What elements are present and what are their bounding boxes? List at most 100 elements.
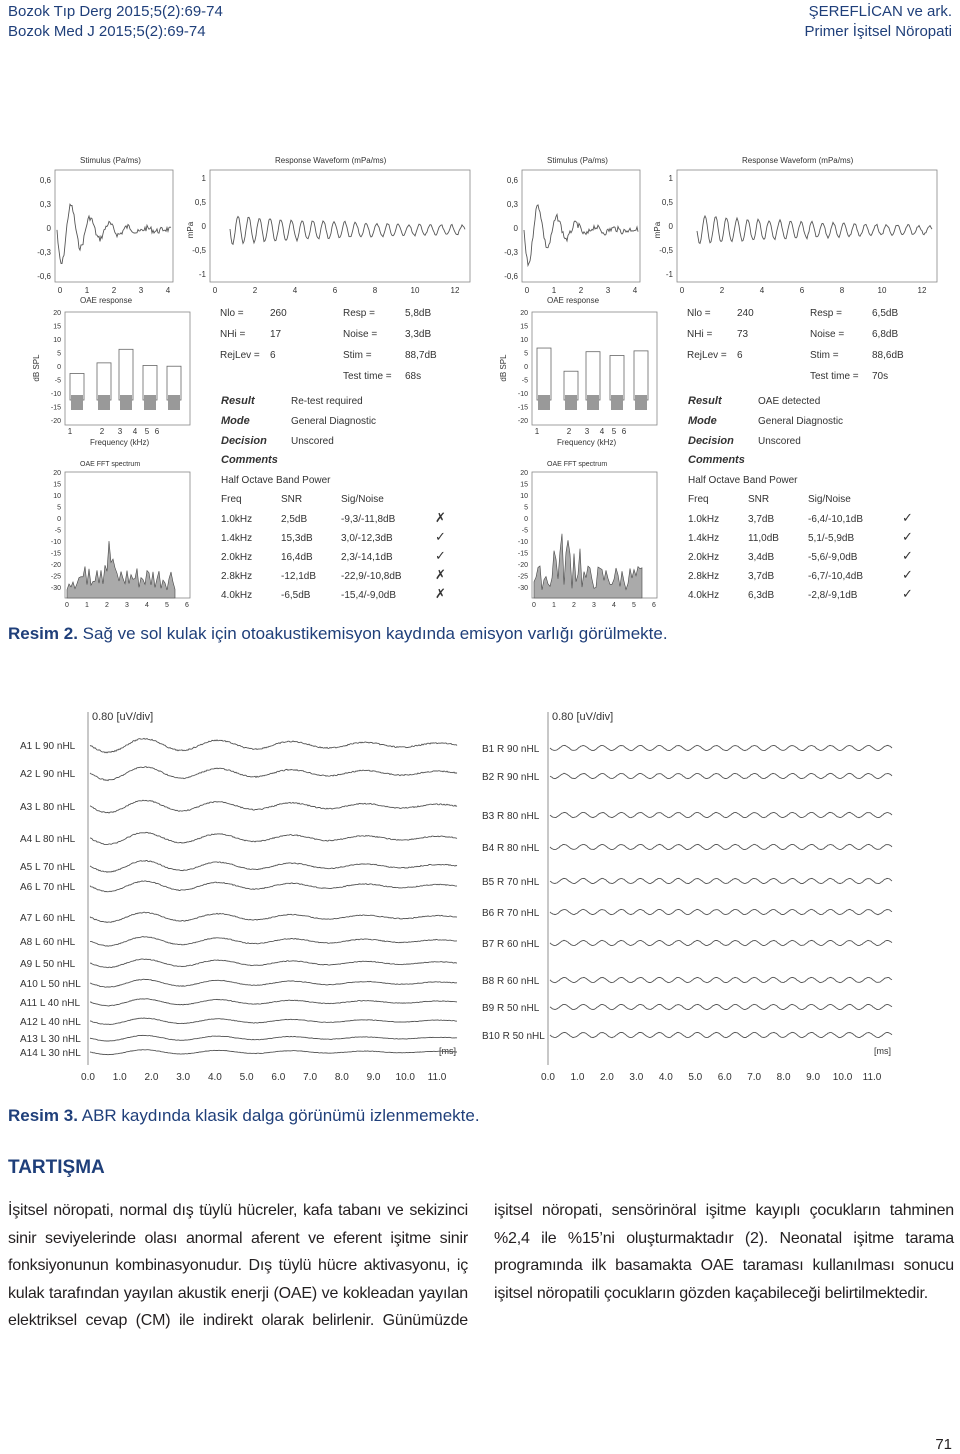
stat-value: 6,5dB	[872, 308, 898, 319]
trace-label: B3 R 80 nHL	[482, 811, 540, 822]
check-mark: ✓	[435, 548, 446, 563]
stat-value: 3,3dB	[405, 329, 431, 340]
param-label: NHi =	[687, 329, 712, 340]
x-tick-label: 8	[840, 286, 845, 295]
trace-label: A11 L 40 nHL	[20, 998, 80, 1009]
table-cell: 3,7dB	[748, 514, 774, 525]
caption-text: ABR kaydında klasik dalga görünümü izlen…	[81, 1106, 480, 1125]
y-tick-label: -10	[518, 391, 528, 398]
y-tick-label: 10	[53, 493, 61, 500]
y-tick-label: -5	[55, 528, 61, 535]
y-tick-label: 10	[520, 337, 528, 344]
table-cell: -15,4/-9,0dB	[341, 590, 396, 601]
response-waveform	[229, 215, 466, 246]
figure3-caption: Resim 3. ABR kaydında klasik dalga görün…	[8, 1106, 480, 1126]
y-tick-label: 0,6	[40, 176, 52, 185]
trace-label: B8 R 60 nHL	[482, 976, 540, 987]
y-axis-label: dB SPL	[499, 354, 508, 382]
x-tick-label: 3.0	[629, 1072, 643, 1083]
result-label: Mode	[221, 415, 250, 427]
table-cell: 2.8kHz	[688, 571, 719, 582]
trace-label: B9 R 50 nHL	[482, 1003, 540, 1014]
y-tick-label: 0	[47, 224, 52, 233]
journal-tr: Bozok Tıp Derg 2015;5(2):69-74	[8, 3, 223, 20]
result-value: OAE detected	[758, 396, 820, 407]
check-mark: ✓	[902, 529, 913, 544]
noise-bar	[166, 365, 182, 401]
x-tick-label: 1.0	[571, 1072, 585, 1083]
stat-label: Noise =	[343, 329, 377, 340]
x-tick-label: 3	[592, 602, 596, 609]
table-cell: -6,5dB	[281, 590, 311, 601]
x-tick-label: 3	[125, 602, 129, 609]
x-tick-label: 0.0	[81, 1072, 95, 1083]
stat-label: Test time =	[810, 371, 859, 382]
y-tick-label: 20	[53, 310, 61, 317]
y-tick-label: 0	[524, 364, 528, 371]
param-value: 6	[270, 350, 276, 361]
table-cell: 2.8kHz	[221, 571, 252, 582]
stat-label: Noise =	[810, 329, 844, 340]
x-tick-label: 6	[155, 427, 160, 436]
x-tick-label: 4.0	[659, 1072, 673, 1083]
stat-value: 68s	[405, 371, 421, 382]
abr-trace	[549, 877, 893, 885]
stat-label: Test time =	[343, 371, 392, 382]
x-tick-label: 5	[632, 602, 636, 609]
unit-label: [ms]	[439, 1046, 456, 1056]
y-tick-label: -0,5	[659, 246, 673, 255]
plot-frame	[54, 169, 174, 283]
x-tick-label: 4	[760, 286, 765, 295]
x-tick-label: 2	[112, 286, 117, 295]
x-tick-label: 0	[680, 286, 685, 295]
table-cell: 3,0/-12,3dB	[341, 533, 393, 544]
stat-value: 6,8dB	[872, 329, 898, 340]
y-tick-label: 5	[524, 351, 528, 358]
result-label: Result	[688, 395, 723, 407]
x-tick-label: 5	[165, 602, 169, 609]
signal-bar	[587, 395, 599, 410]
comments-label: Comments	[688, 454, 745, 466]
x-tick-label: 1	[535, 427, 540, 436]
y-tick-label: 15	[520, 482, 528, 489]
param-label: NHi =	[220, 329, 245, 340]
x-tick-label: 2	[572, 602, 576, 609]
y-tick-label: 0,6	[507, 176, 519, 185]
y-tick-label: 20	[520, 310, 528, 317]
check-mark: ✓	[902, 567, 913, 582]
signal-bar	[98, 395, 110, 410]
result-label: Decision	[221, 435, 267, 447]
param-value: 240	[737, 308, 754, 319]
x-tick-label: 7.0	[747, 1072, 761, 1083]
unit-label: [ms]	[874, 1046, 891, 1056]
y-tick-label: 0,3	[40, 200, 52, 209]
abr-trace	[89, 998, 458, 1007]
x-tick-label: 4	[612, 602, 616, 609]
noise-bar	[585, 351, 601, 401]
stimulus-waveform	[523, 204, 639, 268]
stat-label: Resp =	[810, 308, 842, 319]
table-cell: 5,1/-5,9dB	[808, 533, 854, 544]
x-axis-label: Frequency (kHz)	[90, 438, 149, 447]
trace-label: A1 L 90 nHL	[20, 741, 76, 752]
result-value: General Diagnostic	[291, 416, 376, 427]
y-tick-label: 0,3	[507, 200, 519, 209]
y-tick-label: 20	[520, 470, 528, 477]
y-tick-label: 1	[202, 174, 207, 183]
table-cell: 6,3dB	[748, 590, 774, 601]
table-cell: 2.0kHz	[688, 552, 719, 563]
trace-label: A13 L 30 nHL	[20, 1034, 81, 1045]
result-label: Decision	[688, 435, 734, 447]
x-tick-label: 2	[105, 602, 109, 609]
y-tick-label: -0,6	[504, 272, 518, 281]
signal-bar	[538, 395, 550, 410]
x-tick-label: 7.0	[303, 1072, 317, 1083]
signal-bar	[120, 395, 132, 410]
table-header: Sig/Noise	[341, 494, 384, 505]
signal-bar	[168, 395, 180, 410]
check-mark: ✓	[902, 510, 913, 525]
x-tick-label: 0	[65, 602, 69, 609]
trace-label: B4 R 80 nHL	[482, 843, 540, 854]
y-axis-label: mPa	[186, 221, 195, 238]
y-tick-label: -10	[51, 539, 61, 546]
